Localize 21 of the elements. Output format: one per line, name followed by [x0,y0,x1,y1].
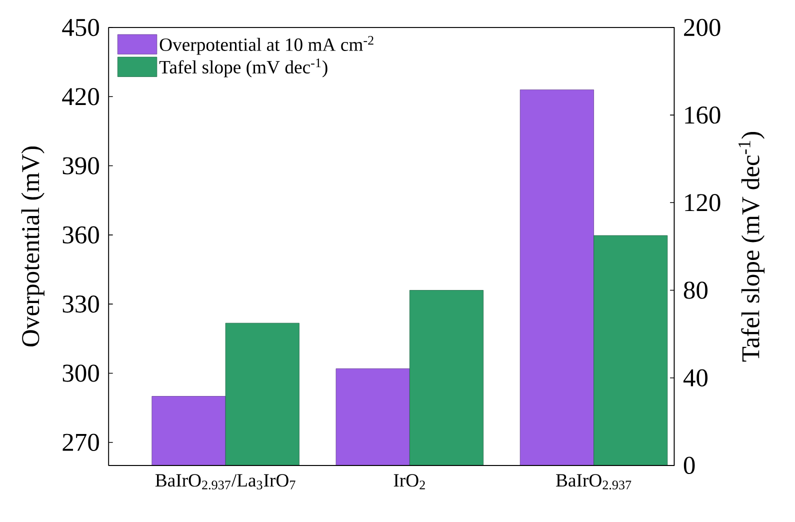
y2-tick-label: 160 [685,106,720,124]
y-tick-label: 270 [62,434,99,451]
y2-tick-label: 0 [684,456,695,474]
y-tick-label: 420 [62,88,99,106]
y-tick-label: 360 [62,226,99,244]
x-tick-label: BaIrO$_{2.937}$ [556,474,632,490]
y-tick-label: 300 [62,364,99,382]
y-tick-label: 450 [62,18,99,36]
x-tick-label: BaIrO$_{2.937}$/La$_{3}$IrO$_{7}$ [155,474,296,490]
y2-axis-title: Tafel slope (mV dec$^{-1}$) [738,132,765,362]
x-tick-label: IrO$_{2}$ [394,474,425,490]
y2-tick-label: 200 [684,18,720,36]
y2-tick-label: 40 [683,369,708,386]
legend-label: Overpotential at 10 mA cm$^{-2}$ [160,36,374,55]
legend-label: Tafel slope (mV dec$^{-1}$) [159,58,328,78]
bar [225,322,300,466]
y-tick-label: 330 [62,295,99,312]
y-tick-label: 390 [62,156,99,174]
y2-tick-label: 80 [684,281,708,299]
y2-tick-label: 120 [685,194,720,212]
y-axis-title: Overpotential (mV) [21,146,44,346]
